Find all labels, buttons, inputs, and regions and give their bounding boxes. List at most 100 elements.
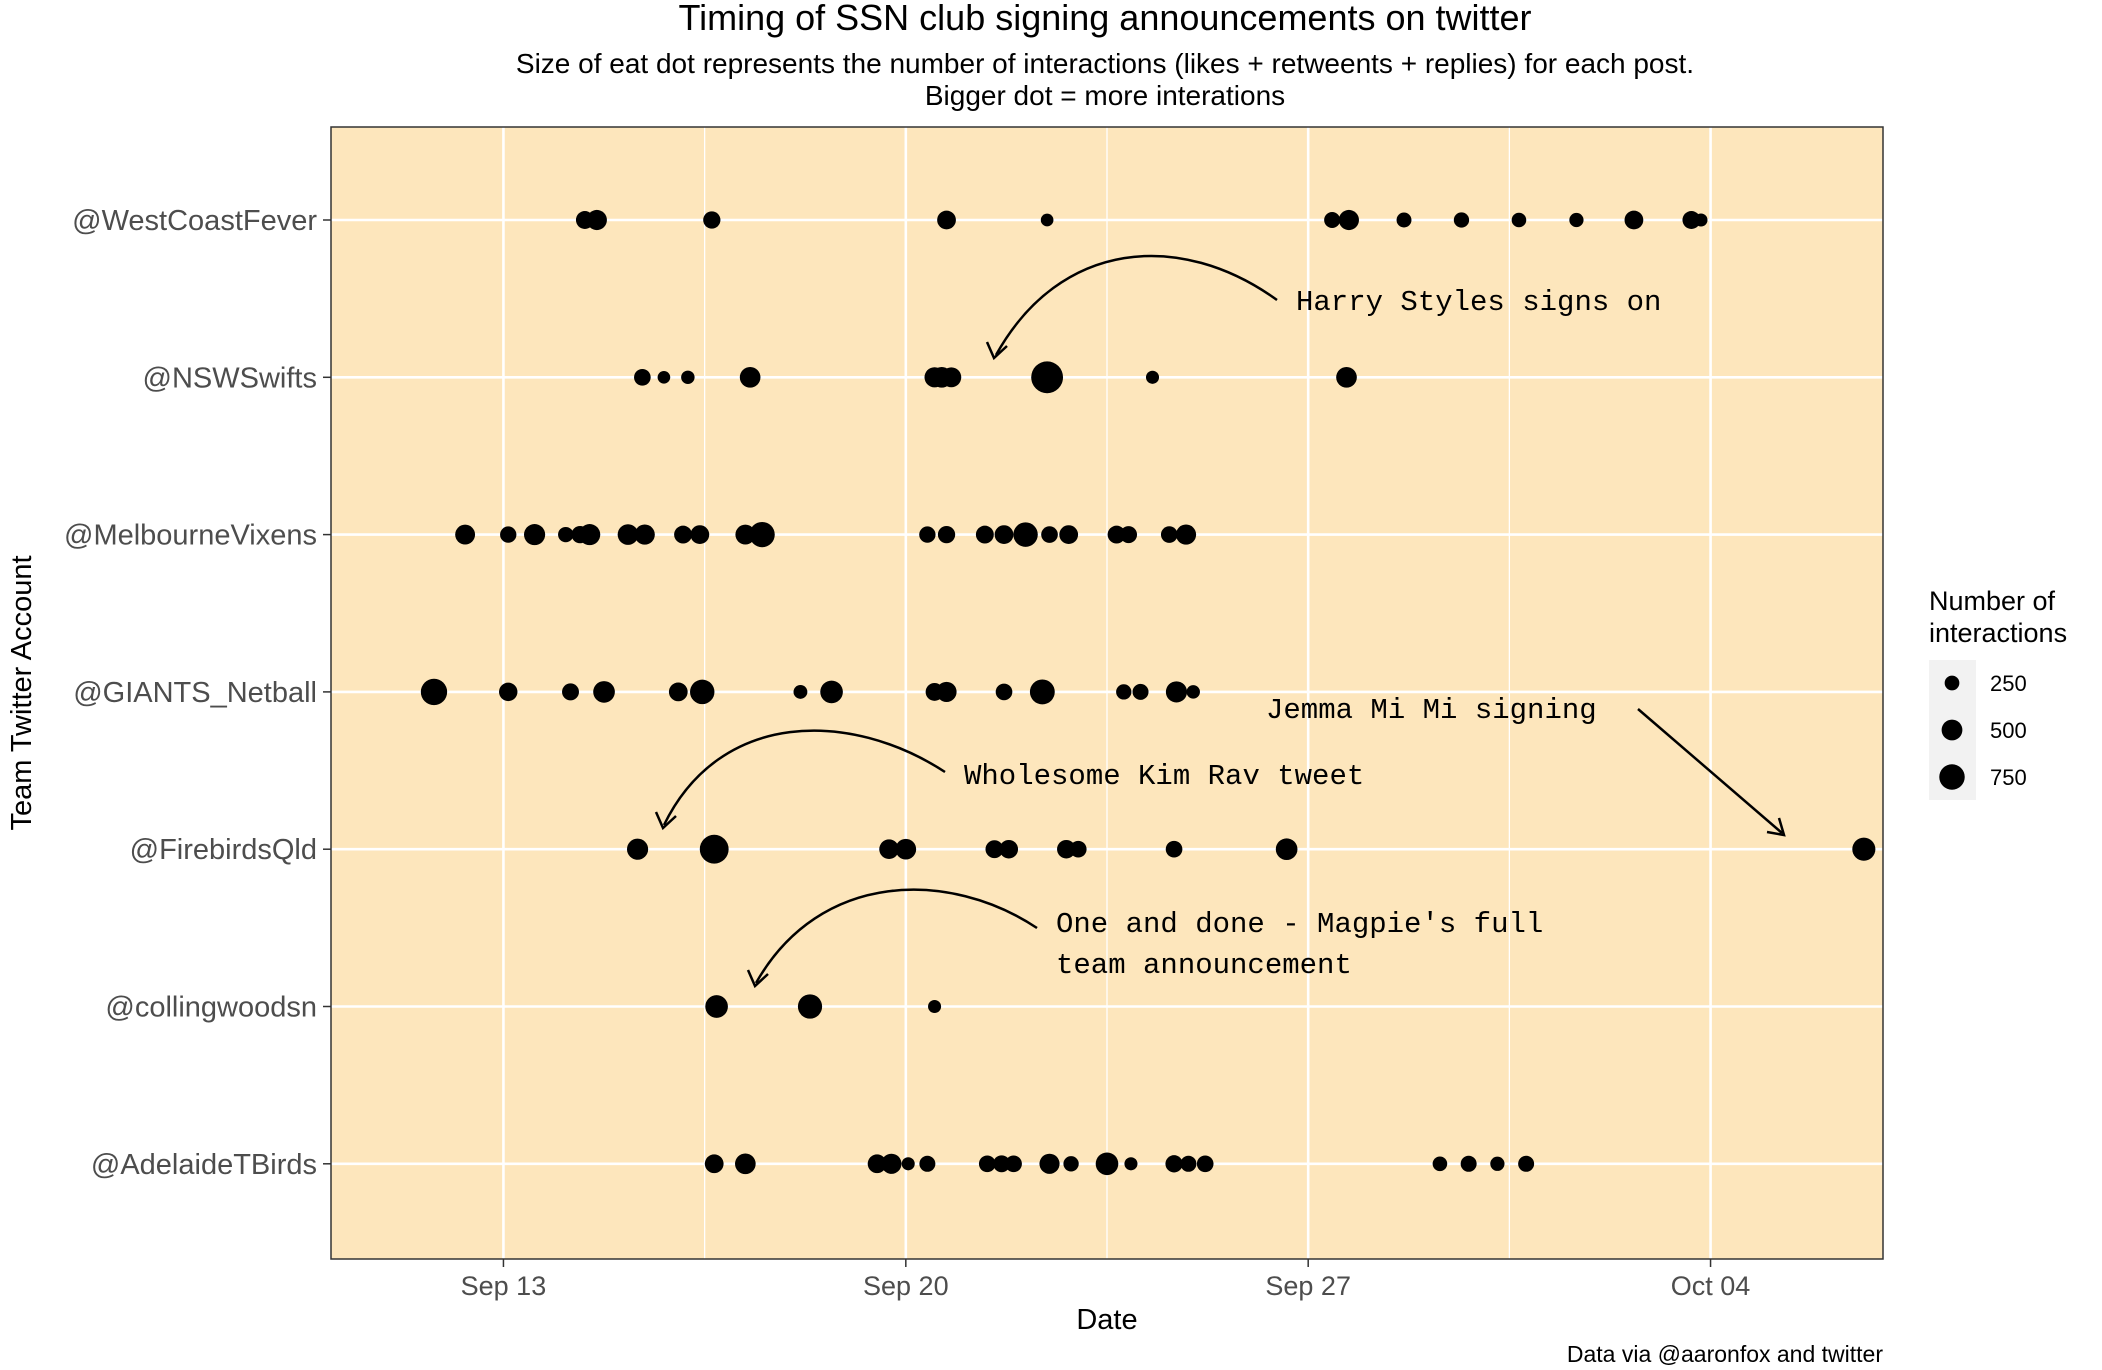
data-point — [1063, 1156, 1079, 1172]
data-point — [586, 209, 607, 231]
data-point — [1145, 370, 1160, 384]
data-points — [420, 209, 1876, 1176]
legend-title-line1: Number of — [1929, 586, 2056, 616]
data-point — [1460, 1155, 1477, 1172]
data-point — [1120, 526, 1138, 544]
y-tick-label: @MelbourneVixens — [64, 520, 317, 552]
data-point — [820, 680, 843, 704]
data-point — [657, 370, 671, 384]
data-point — [705, 995, 728, 1018]
y-tick-label: @AdelaideTBirds — [91, 1149, 317, 1181]
legend-key-label: 750 — [1990, 765, 2027, 790]
data-point — [1453, 212, 1470, 228]
data-point — [681, 370, 695, 385]
data-point — [1031, 361, 1064, 394]
data-point — [1029, 679, 1055, 705]
data-point — [420, 678, 448, 706]
data-point — [626, 838, 649, 860]
annotation-text: Wholesome Kim Rav tweet — [964, 760, 1364, 793]
data-point — [523, 524, 546, 546]
legend-keys: 250 500 750 — [1939, 671, 2027, 790]
y-tick-label: @NSWSwifts — [143, 362, 317, 394]
legend-key-dot — [1944, 675, 1960, 691]
data-point — [941, 367, 962, 388]
data-point — [895, 838, 917, 860]
annotation-text-line2: team announcement — [1056, 949, 1352, 982]
data-point — [498, 682, 518, 702]
data-point — [1694, 213, 1708, 227]
data-point — [593, 681, 615, 703]
x-axis-label: Date — [1076, 1304, 1137, 1336]
y-axis: @WestCoastFever @NSWSwifts @MelbourneVixen… — [64, 205, 331, 1181]
x-tick-label: Sep 20 — [863, 1271, 949, 1301]
data-point — [1040, 213, 1054, 227]
data-point — [994, 525, 1014, 544]
data-point — [1180, 1155, 1197, 1172]
data-point — [704, 1154, 724, 1174]
data-point — [703, 211, 721, 229]
data-point — [562, 683, 579, 701]
data-point — [699, 834, 729, 864]
annotation-text: One and done - Magpie's full — [1056, 908, 1543, 941]
data-point — [1013, 522, 1038, 547]
annotation-jemma: Jemma Mi Mi signing — [1266, 694, 1786, 837]
data-point — [867, 1154, 887, 1174]
data-point — [937, 525, 956, 544]
data-point — [1275, 838, 1298, 861]
data-point — [739, 366, 761, 388]
x-axis: Sep 13 Sep 20 Sep 27 Oct 04 — [461, 1259, 1751, 1301]
x-tick-label: Sep 27 — [1265, 1271, 1351, 1301]
y-tick-label: @collingwoodsn — [105, 992, 317, 1024]
data-point — [617, 524, 639, 545]
data-point — [500, 526, 517, 543]
data-point — [690, 679, 715, 705]
data-point — [634, 524, 655, 545]
data-point — [793, 684, 808, 699]
data-point — [919, 1155, 936, 1172]
chart-subtitle-line1: Size of eat dot represents the number of… — [516, 48, 1694, 79]
data-point — [993, 1155, 1011, 1173]
caption: Data via @aaronfox and twitter — [1567, 1341, 1883, 1367]
data-point — [735, 524, 756, 545]
x-tick-label: Oct 04 — [1671, 1271, 1751, 1301]
data-point — [455, 524, 476, 545]
data-point — [879, 839, 899, 859]
data-point — [1041, 526, 1058, 543]
data-point — [928, 999, 942, 1014]
plot-border — [330, 126, 1884, 1260]
data-point — [1338, 209, 1359, 231]
data-point — [668, 682, 688, 702]
data-point — [881, 1153, 902, 1174]
annotation-arrowhead — [746, 969, 769, 989]
data-point — [1160, 526, 1178, 543]
data-point — [1396, 212, 1412, 228]
annotation-arrow — [1637, 708, 1783, 834]
data-point — [1057, 839, 1076, 859]
y-axis-label: Team Twitter Account — [6, 555, 38, 830]
data-point — [901, 1157, 915, 1171]
data-point — [1116, 684, 1132, 700]
data-point — [749, 521, 775, 548]
data-point — [1682, 211, 1701, 229]
annotation-harry-styles: Harry Styles signs on — [985, 254, 1661, 361]
chart-subtitle-line2: Bigger dot = more interations — [925, 80, 1285, 111]
data-point — [1069, 840, 1087, 858]
data-point — [995, 683, 1013, 701]
data-point — [558, 526, 574, 543]
chart-title: Timing of SSN club signing announcements… — [678, 0, 1531, 38]
data-point — [1490, 1156, 1505, 1171]
data-point — [1196, 1155, 1214, 1173]
data-point — [1175, 524, 1197, 545]
data-point — [674, 525, 693, 544]
annotation-text: Jemma Mi Mi signing — [1266, 694, 1597, 727]
data-point — [937, 210, 956, 230]
data-point — [1324, 212, 1341, 228]
annotation-arrow — [662, 729, 946, 826]
legend-title-line2: interactions — [1929, 618, 2067, 648]
data-point — [1336, 366, 1357, 388]
data-point — [1132, 683, 1149, 700]
data-point — [1124, 1157, 1138, 1171]
y-tick-label: @GIANTS_Netball — [73, 677, 317, 709]
data-point — [1165, 840, 1183, 858]
